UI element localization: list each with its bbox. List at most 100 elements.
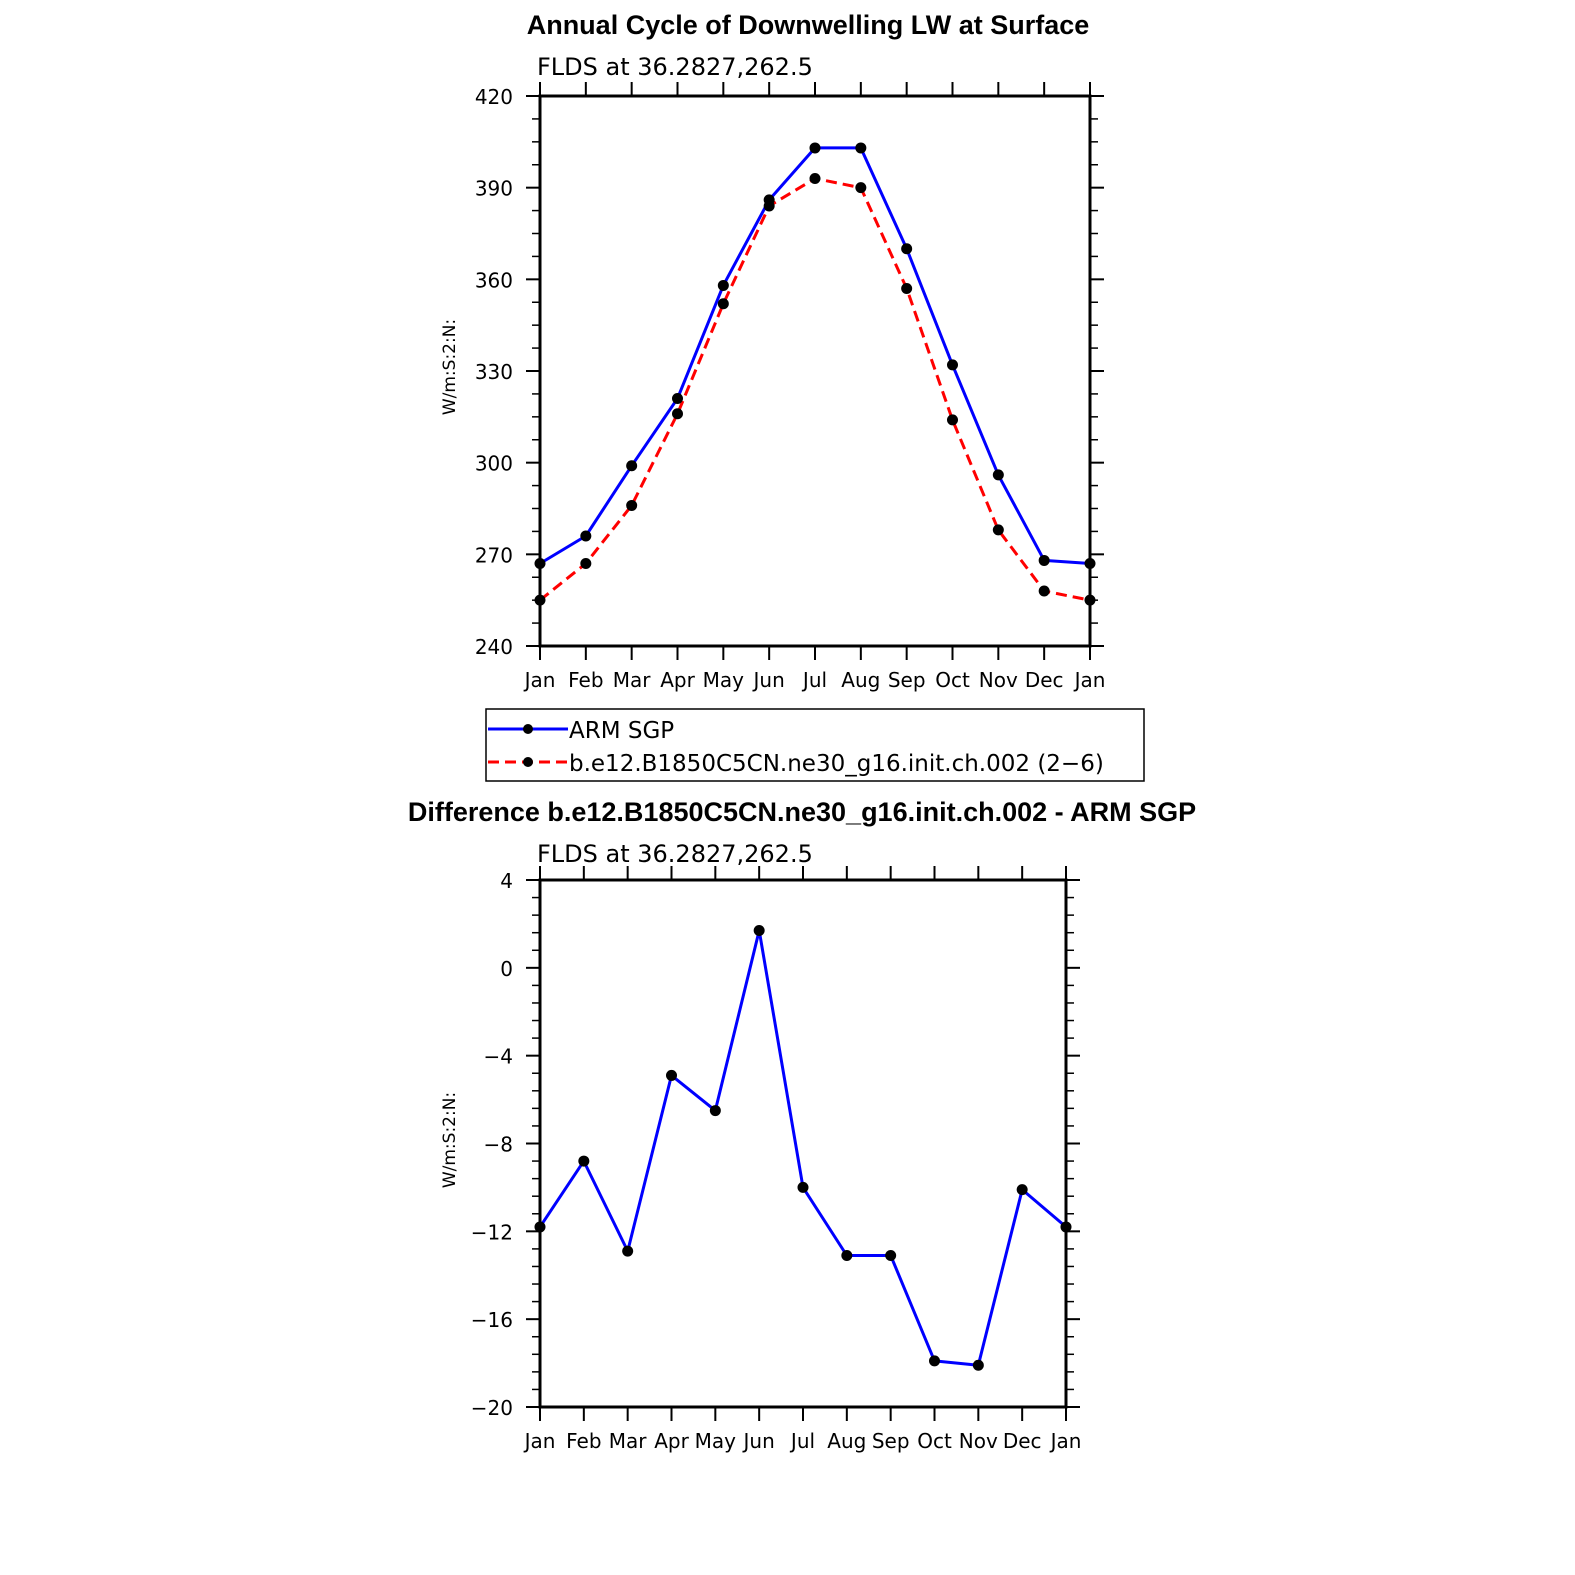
x-tick-label: Jul [801,668,827,692]
y-tick-label: 360 [475,268,513,292]
plot-frame [538,878,1068,1409]
legend-box [485,708,1145,782]
x-tick-label: Jan [523,1429,556,1453]
x-tick-label: Sep [888,668,926,692]
data-point-apr [672,408,683,420]
data-point-mar [622,1245,634,1257]
y-tick-label: 240 [475,635,513,659]
data-point-nov [992,469,1004,481]
difference-chart: Difference b.e12.B1850C5CN.ne30_g16.init… [408,797,1196,1453]
data-points [534,925,1072,1371]
chart-subtitle: FLDS at 36.2827,262.5 [537,53,813,81]
x-tick-label: Apr [654,1429,689,1453]
legend-item-model: b.e12.B1850C5CN.ne30_g16.init.ch.002 (2−… [488,751,1104,777]
data-point-aug [855,142,867,154]
data-point-may [709,1105,721,1117]
x-tick-label: May [703,668,745,692]
data-point-mar [626,499,638,511]
x-tick-label: Jun [752,668,785,692]
data-point-sep [885,1249,897,1261]
data-point-dec [1016,1184,1028,1196]
series-line-model [539,177,1091,602]
chart-title: Annual Cycle of Downwelling LW at Surfac… [527,10,1090,40]
data-point-nov [992,524,1004,536]
y-tick-label: −12 [471,1220,513,1244]
chart-subtitle: FLDS at 36.2827,262.5 [537,840,813,868]
data-point-sep [901,243,913,255]
y-tick-label: −16 [471,1308,513,1332]
x-tick-label: Jan [1073,668,1106,692]
data-point-oct [947,359,958,371]
data-point-feb [580,558,592,569]
series-line-arm-sgp [538,929,1067,1367]
data-point-feb [578,1155,590,1167]
data-point-dec [1038,554,1050,566]
x-tick-label: Jul [789,1429,815,1453]
y-tick-label: 300 [475,452,513,476]
data-point-may [717,279,729,291]
data-point-jun [763,200,775,212]
x-tick-label: May [695,1429,737,1453]
tick-labels: Jan Feb Mar Apr May Jun Jul Aug Sep Oct Nov Dec Jan−… [471,869,1082,1453]
data-point-dec [1038,585,1050,597]
legend-marker-arm-sgp [523,724,533,734]
data-point-mar [626,460,638,472]
x-tick-label: Oct [917,1429,952,1453]
legend-label-arm-sgp: ARM SGP [569,718,674,744]
series-lines [539,146,1091,602]
x-tick-label: Jan [1049,1429,1082,1453]
x-tick-label: Mar [613,668,652,692]
y-tick-label: −20 [471,1396,513,1420]
x-tick-label: Feb [568,668,603,692]
data-point-jul [809,173,821,184]
data-point-jun [753,925,765,937]
data-point-sep [901,283,913,294]
y-tick-label: 270 [475,543,513,567]
x-tick-label: Dec [1003,1429,1042,1453]
x-tick-label: Oct [935,668,970,692]
x-tick-label: Dec [1025,668,1064,692]
data-point-aug [841,1249,853,1261]
x-tick-label: Feb [566,1429,601,1453]
x-tick-label: Sep [872,1429,910,1453]
y-axis-label: W/m:S:2:N: [440,1092,460,1188]
data-point-nov [972,1359,984,1371]
y-axis-label: W/m:S:2:N: [440,319,460,415]
plot-frame [538,94,1092,648]
data-point-feb [580,530,592,542]
legend-label-model: b.e12.B1850C5CN.ne30_g16.init.ch.002 (2−… [569,751,1104,777]
x-tick-label: Nov [959,1429,998,1453]
legend-marker-model [523,757,533,767]
data-point-may [717,298,729,310]
x-tick-label: Jun [742,1429,775,1453]
tick-labels: Jan Feb Mar Apr May Jun Jul Aug Sep Oct Nov Dec Jan 2… [475,85,1106,692]
x-tick-label: Jan [523,668,556,692]
axis-ticks [526,866,1080,1421]
legend-item-arm-sgp: ARM SGP [488,718,674,744]
legend: ARM SGP b.e12.B1850C5CN.ne30_g16.init.ch… [485,708,1145,782]
annual-cycle-chart: Annual Cycle of Downwelling LW at Surfac… [440,10,1105,692]
data-point-oct [929,1355,940,1367]
data-point-jul [797,1181,809,1193]
chart-title: Difference b.e12.B1850C5CN.ne30_g16.init… [408,797,1196,827]
y-tick-label: 420 [475,85,513,109]
x-tick-label: Nov [979,668,1018,692]
x-tick-label: Aug [841,668,880,692]
x-tick-label: Mar [609,1429,648,1453]
data-points [534,142,1096,606]
data-point-jul [809,142,821,154]
data-point-apr [666,1069,677,1081]
x-tick-label: Apr [660,668,695,692]
data-point-apr [672,393,683,404]
y-tick-label: 4 [500,869,513,893]
series-lines [538,929,1067,1367]
y-tick-label: −8 [484,1133,513,1157]
y-tick-label: 390 [475,177,513,201]
y-tick-label: 0 [500,957,513,981]
axis-ticks [526,82,1104,660]
y-tick-label: −4 [484,1045,513,1069]
series-line-arm-sgp [539,146,1091,565]
y-tick-label: 330 [475,360,513,384]
x-tick-label: Aug [827,1429,866,1453]
